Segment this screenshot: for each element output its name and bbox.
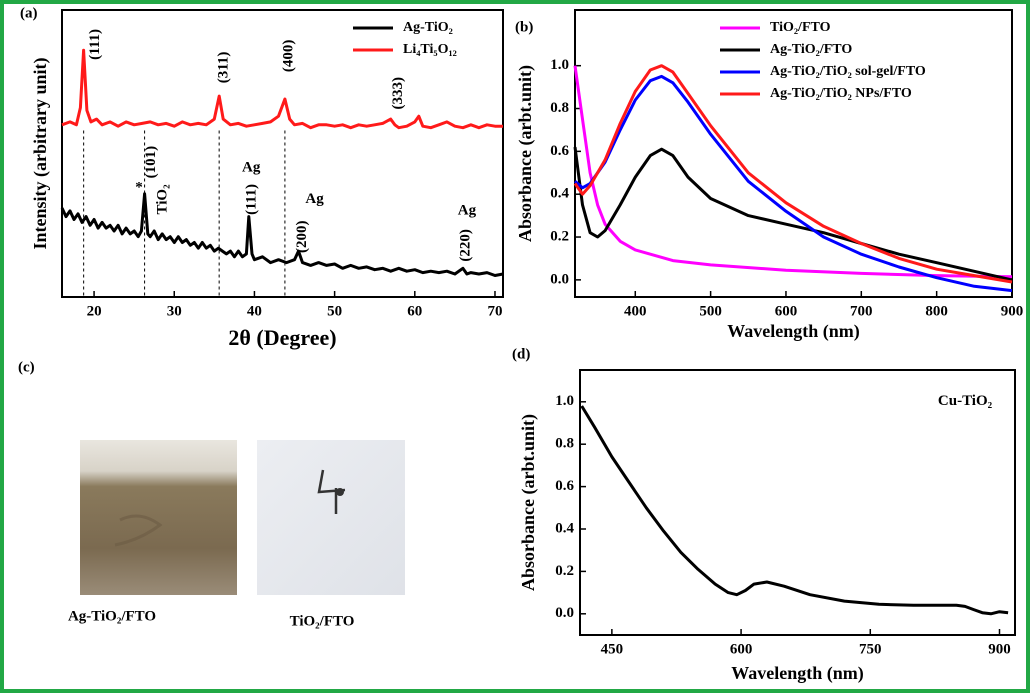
annotation: (111)	[243, 184, 259, 215]
legend-label: Ag-TiO₂	[403, 20, 453, 35]
x-tick-label: 600	[775, 303, 798, 319]
y-axis-title: Intensity (arbitrary unit)	[30, 58, 51, 250]
x-tick-label: 750	[859, 641, 882, 657]
annotation: Ag	[458, 202, 477, 218]
x-axis-title: 2θ (Degree)	[228, 325, 336, 350]
x-tick-label: 900	[988, 641, 1011, 657]
plot-frame	[579, 369, 1016, 636]
panel-label: (d)	[512, 346, 530, 362]
series-line	[60, 192, 504, 277]
y-tick-label: 0.8	[555, 436, 574, 452]
annotation: (220)	[458, 229, 474, 262]
x-tick-label: 50	[327, 303, 342, 319]
y-axis-title: Absorbance (arbt.unit)	[515, 65, 536, 242]
annotation: (101)	[143, 146, 159, 179]
x-axis-title: Wavelength (nm)	[727, 321, 860, 342]
y-axis-title: Absorbance (arbt.unit)	[518, 414, 539, 591]
annotation: (333)	[390, 77, 406, 110]
photo	[80, 440, 237, 595]
y-tick-label: 0.8	[550, 100, 569, 116]
annotation: (311)	[215, 52, 231, 84]
y-tick-label: 0.4	[550, 186, 569, 202]
plot-frame	[61, 9, 504, 298]
x-tick-label: 20	[87, 303, 102, 319]
x-tick-label: 600	[730, 641, 753, 657]
y-tick-label: 0.4	[555, 520, 574, 536]
annotation: TiO₂	[154, 184, 170, 215]
photo-caption: TiO₂/FTO	[290, 613, 355, 629]
y-tick-label: 1.0	[550, 57, 569, 73]
series-line	[61, 48, 503, 130]
annotation: (111)	[87, 29, 103, 60]
legend-label: TiO₂/FTO	[770, 20, 831, 35]
photo-detail	[336, 488, 344, 496]
x-tick-label: 30	[167, 303, 182, 319]
photo-detail	[114, 514, 163, 547]
x-tick-label: 900	[1001, 303, 1024, 319]
series-line	[573, 65, 1013, 279]
series-line	[573, 146, 1013, 282]
series-line	[580, 405, 1009, 616]
x-tick-label: 70	[487, 303, 502, 319]
panel-label: (b)	[515, 19, 533, 35]
y-tick-label: 1.0	[555, 393, 574, 409]
annotation: (400)	[280, 40, 296, 73]
legend-label: Ag-TiO₂/FTO	[770, 42, 852, 57]
x-tick-label: 400	[624, 303, 647, 319]
x-tick-label: 700	[850, 303, 873, 319]
annotation: Ag	[242, 159, 261, 175]
legend-label: Ag-TiO₂/TiO₂ sol-gel/FTO	[770, 64, 926, 79]
x-tick-label: 60	[407, 303, 422, 319]
y-tick-label: 0.2	[550, 228, 569, 244]
legend-label: Ag-TiO₂/TiO₂ NPs/FTO	[770, 86, 912, 101]
y-tick-label: 0.0	[555, 605, 574, 621]
annotation: Cu-TiO₂	[938, 393, 993, 409]
annotation: Ag	[305, 191, 324, 207]
y-tick-label: 0.6	[550, 143, 569, 159]
x-tick-label: 800	[925, 303, 948, 319]
x-tick-label: 40	[247, 303, 262, 319]
x-axis-title: Wavelength (nm)	[731, 663, 864, 684]
panel-label: (a)	[20, 5, 38, 21]
x-tick-label: 450	[601, 641, 624, 657]
panel-label: (c)	[18, 359, 35, 375]
x-tick-label: 500	[699, 303, 722, 319]
y-tick-label: 0.0	[550, 271, 569, 287]
y-tick-label: 0.6	[555, 478, 574, 494]
y-tick-label: 0.2	[555, 563, 574, 579]
series-line	[573, 64, 1013, 284]
annotation: *	[135, 179, 143, 195]
photo	[257, 440, 405, 595]
legend-label: Li₄Ti₅O₁₂	[403, 42, 457, 57]
annotation: (200)	[294, 220, 310, 253]
photo-caption: Ag-TiO₂/FTO	[68, 608, 156, 624]
